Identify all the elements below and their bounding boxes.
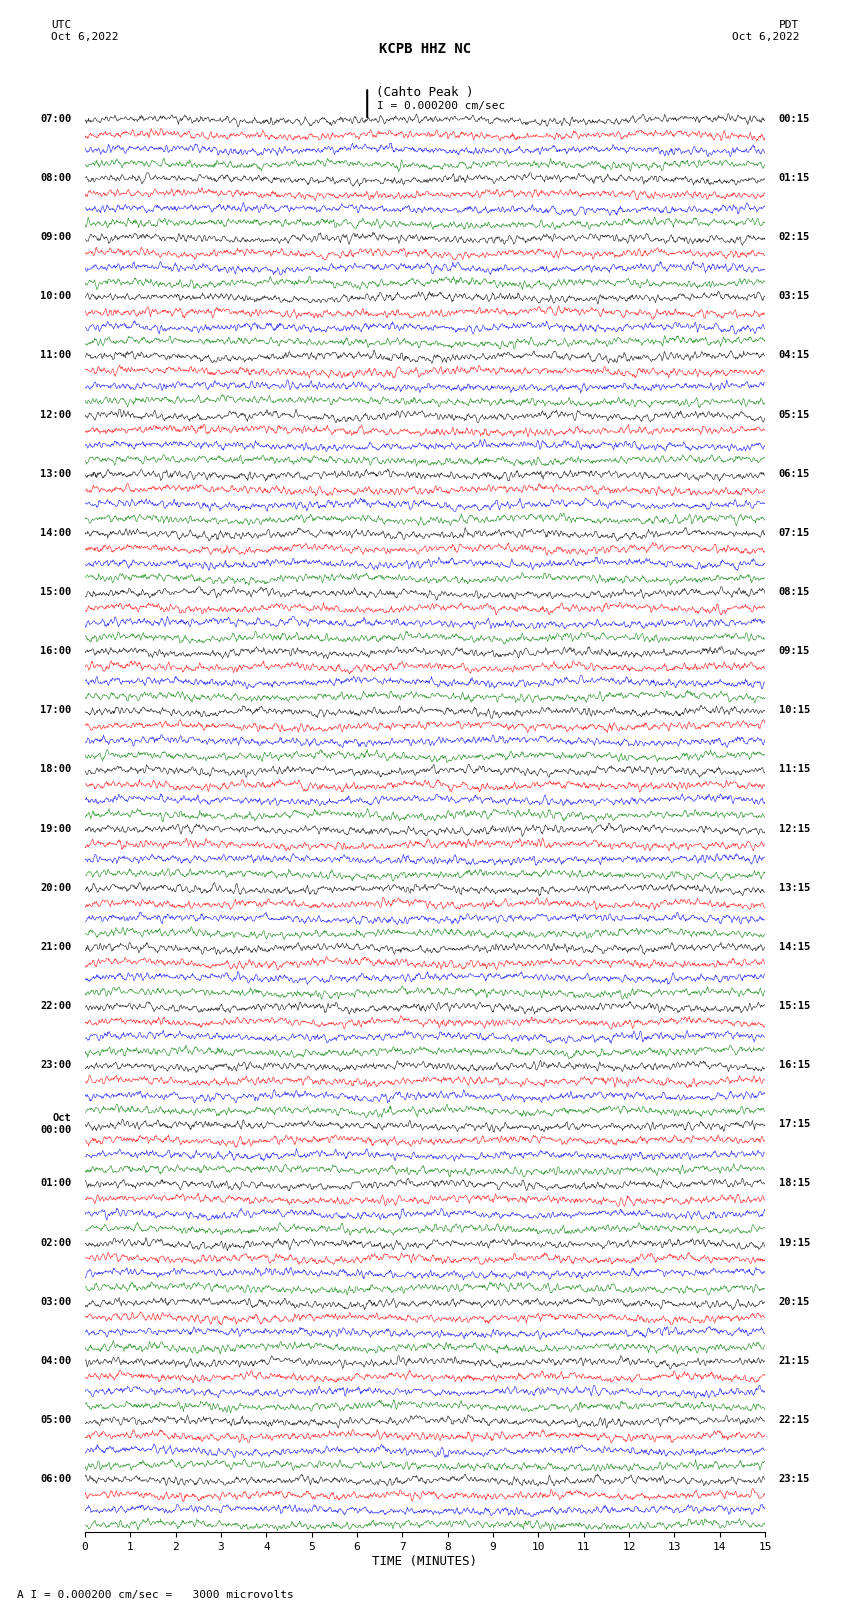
Text: 09:00: 09:00 xyxy=(40,232,71,242)
Text: 01:15: 01:15 xyxy=(779,173,810,182)
Text: 05:00: 05:00 xyxy=(40,1415,71,1424)
Text: 12:00: 12:00 xyxy=(40,410,71,419)
Text: 08:00: 08:00 xyxy=(40,173,71,182)
Text: 20:00: 20:00 xyxy=(40,882,71,892)
Text: 05:15: 05:15 xyxy=(779,410,810,419)
Text: 15:00: 15:00 xyxy=(40,587,71,597)
Text: 17:15: 17:15 xyxy=(779,1119,810,1129)
Text: 03:00: 03:00 xyxy=(40,1297,71,1307)
Text: 13:15: 13:15 xyxy=(779,882,810,892)
Text: 00:15: 00:15 xyxy=(779,115,810,124)
Text: 23:15: 23:15 xyxy=(779,1474,810,1484)
Text: I = 0.000200 cm/sec: I = 0.000200 cm/sec xyxy=(377,102,506,111)
Text: 19:15: 19:15 xyxy=(779,1237,810,1247)
Text: 20:15: 20:15 xyxy=(779,1297,810,1307)
Text: 06:15: 06:15 xyxy=(779,469,810,479)
Text: 07:00: 07:00 xyxy=(40,115,71,124)
Text: Oct
00:00: Oct 00:00 xyxy=(40,1113,71,1136)
Text: 18:00: 18:00 xyxy=(40,765,71,774)
Text: (Cahto Peak ): (Cahto Peak ) xyxy=(377,85,473,98)
Text: 22:00: 22:00 xyxy=(40,1002,71,1011)
Text: 19:00: 19:00 xyxy=(40,824,71,834)
Text: 01:00: 01:00 xyxy=(40,1179,71,1189)
Text: 23:00: 23:00 xyxy=(40,1060,71,1069)
Text: A I = 0.000200 cm/sec =   3000 microvolts: A I = 0.000200 cm/sec = 3000 microvolts xyxy=(17,1590,294,1600)
Text: 16:15: 16:15 xyxy=(779,1060,810,1069)
Text: 02:00: 02:00 xyxy=(40,1237,71,1247)
Text: 13:00: 13:00 xyxy=(40,469,71,479)
Text: 22:15: 22:15 xyxy=(779,1415,810,1424)
Text: PDT
Oct 6,2022: PDT Oct 6,2022 xyxy=(732,21,799,42)
Text: 03:15: 03:15 xyxy=(779,292,810,302)
Text: 10:00: 10:00 xyxy=(40,292,71,302)
Text: 16:00: 16:00 xyxy=(40,647,71,656)
Text: 08:15: 08:15 xyxy=(779,587,810,597)
Text: 17:00: 17:00 xyxy=(40,705,71,715)
Text: 02:15: 02:15 xyxy=(779,232,810,242)
Text: KCPB HHZ NC: KCPB HHZ NC xyxy=(379,42,471,56)
Text: 04:15: 04:15 xyxy=(779,350,810,360)
Text: 21:15: 21:15 xyxy=(779,1357,810,1366)
Text: 12:15: 12:15 xyxy=(779,824,810,834)
X-axis label: TIME (MINUTES): TIME (MINUTES) xyxy=(372,1555,478,1568)
Text: 06:00: 06:00 xyxy=(40,1474,71,1484)
Text: 14:00: 14:00 xyxy=(40,527,71,537)
Text: 14:15: 14:15 xyxy=(779,942,810,952)
Text: 07:15: 07:15 xyxy=(779,527,810,537)
Text: 11:00: 11:00 xyxy=(40,350,71,360)
Text: 11:15: 11:15 xyxy=(779,765,810,774)
Text: 04:00: 04:00 xyxy=(40,1357,71,1366)
Text: 09:15: 09:15 xyxy=(779,647,810,656)
Text: UTC
Oct 6,2022: UTC Oct 6,2022 xyxy=(51,21,118,42)
Text: 15:15: 15:15 xyxy=(779,1002,810,1011)
Text: 18:15: 18:15 xyxy=(779,1179,810,1189)
Text: 21:00: 21:00 xyxy=(40,942,71,952)
Text: 10:15: 10:15 xyxy=(779,705,810,715)
